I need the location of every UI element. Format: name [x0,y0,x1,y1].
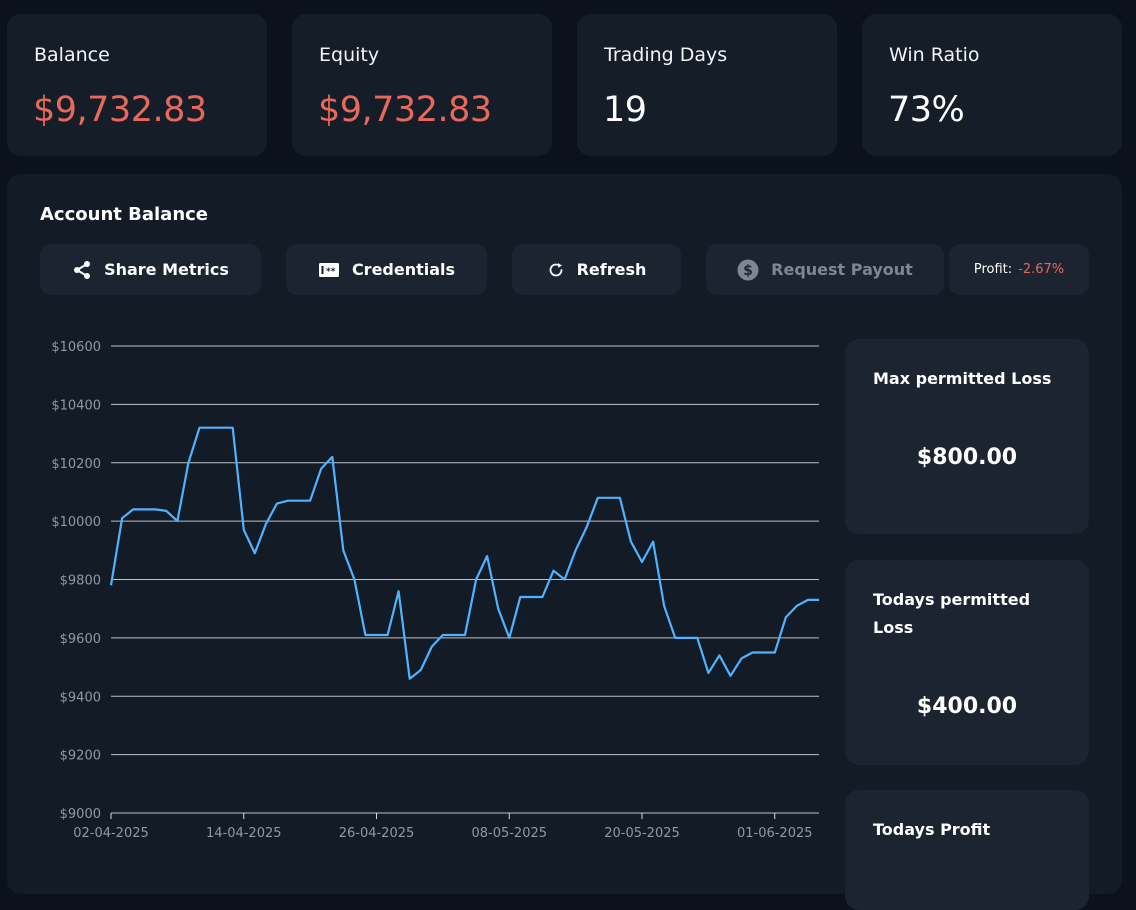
svg-text:**: ** [326,267,336,277]
refresh-icon [547,261,565,279]
profit-indicator: Profit: -2.67% [949,244,1089,295]
balance-label: Balance [34,44,110,66]
y-tick-label: $9200 [60,749,101,764]
y-tick-label: $10600 [51,340,101,355]
max-permitted-loss-title: Max permitted Loss [873,369,1052,388]
equity-card: Equity $9,732.83 [292,14,552,156]
todays-permitted-loss-value: $400.00 [916,694,1018,719]
todays-profit-title: Todays Profit [873,820,991,839]
share-metrics-label: Share Metrics [104,260,229,279]
credentials-label: Credentials [351,260,456,279]
todays-permitted-loss-title: Todays permitted Loss [873,590,1031,637]
profit-value: -2.67% [1018,262,1065,277]
y-tick-label: $9000 [60,807,101,822]
request-payout-label: Request Payout [771,260,913,279]
balance-series-line [109,426,819,680]
win-ratio-label: Win Ratio [889,44,980,66]
balance-value: $9,732.83 [33,90,207,130]
trading-days-label: Trading Days [604,44,728,66]
win-ratio-value: 73% [888,90,965,130]
max-permitted-loss-card: Max permitted Loss $800.00 [845,339,1089,534]
request-payout-button[interactable]: $ Request Payout [706,244,944,295]
win-ratio-card: Win Ratio 73% [862,14,1122,156]
balance-chart: $10600 $10400 $10200 $10000 $9800 $9600 $9400 $… [7,324,837,864]
profit-label: Profit: [973,262,1013,277]
share-icon [72,260,92,280]
todays-profit-card: Todays Profit [845,790,1089,910]
panel-title: Account Balance [40,204,209,225]
y-tick-label: $9800 [60,574,101,589]
todays-permitted-loss-card: Todays permitted Loss $400.00 [845,560,1089,765]
refresh-label: Refresh [576,260,647,279]
equity-value: $9,732.83 [318,90,492,130]
account-balance-panel: Account Balance Share Metrics ** Credent… [7,174,1122,910]
max-permitted-loss-value: $800.00 [916,445,1018,470]
credentials-icon: ** [318,262,340,278]
credentials-button[interactable]: ** Credentials [286,244,487,295]
y-tick-label: $9600 [60,632,101,647]
y-tick-label: $10400 [51,398,101,413]
refresh-button[interactable]: Refresh [512,244,681,295]
trading-days-value: 19 [603,90,647,130]
balance-card: Balance $9,732.83 [7,14,267,156]
x-tick-label: 26-04-2025 [339,826,415,841]
trading-days-card: Trading Days 19 [577,14,837,156]
x-tick-label: 01-06-2025 [737,826,813,841]
balance-chart-svg: $10600 $10400 $10200 $10000 $9800 $9600 $9400 $… [51,340,819,841]
x-tick-label: 20-05-2025 [604,826,680,841]
x-tick-label: 08-05-2025 [471,826,547,841]
svg-text:$: $ [743,263,753,279]
y-tick-label: $10200 [51,457,101,472]
y-tick-label: $9400 [60,690,101,705]
equity-label: Equity [319,44,380,66]
x-tick-label: 02-04-2025 [73,826,149,841]
dollar-icon: $ [737,259,759,281]
y-tick-label: $10000 [51,515,101,530]
share-metrics-button[interactable]: Share Metrics [40,244,261,295]
x-tick-label: 14-04-2025 [206,826,282,841]
